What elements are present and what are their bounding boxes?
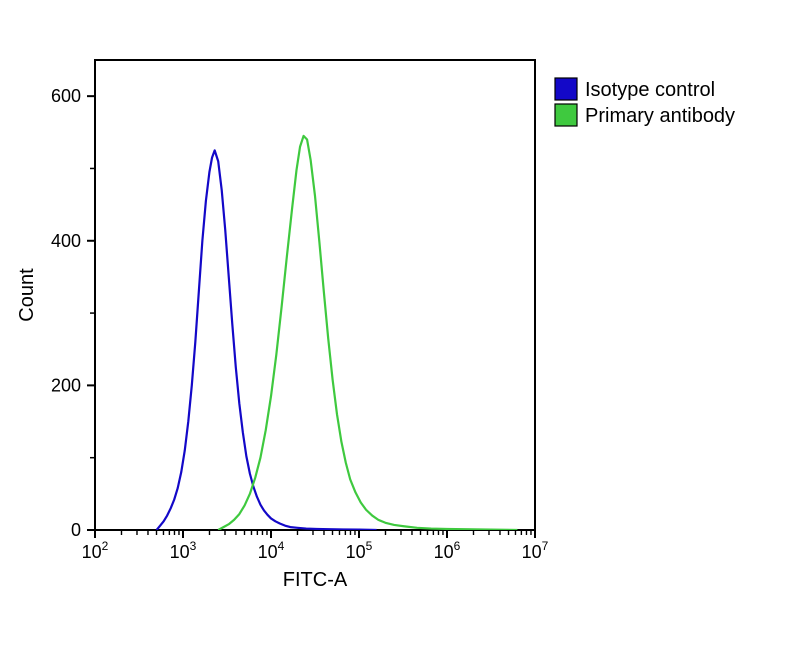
chart-svg: 0200400600102103104105106107CountFITC-AI… (0, 0, 800, 656)
y-tick-label: 600 (51, 86, 81, 106)
flow-cytometry-chart: 0200400600102103104105106107CountFITC-AI… (0, 0, 800, 656)
legend-label: Isotype control (585, 79, 715, 101)
legend-label: Primary antibody (585, 105, 735, 127)
y-tick-label: 200 (51, 375, 81, 395)
y-tick-label: 0 (71, 520, 81, 540)
legend-swatch (555, 104, 577, 126)
legend-swatch (555, 78, 577, 100)
x-axis-label: FITC-A (283, 569, 348, 591)
y-axis-label: Count (16, 268, 38, 322)
y-tick-label: 400 (51, 231, 81, 251)
